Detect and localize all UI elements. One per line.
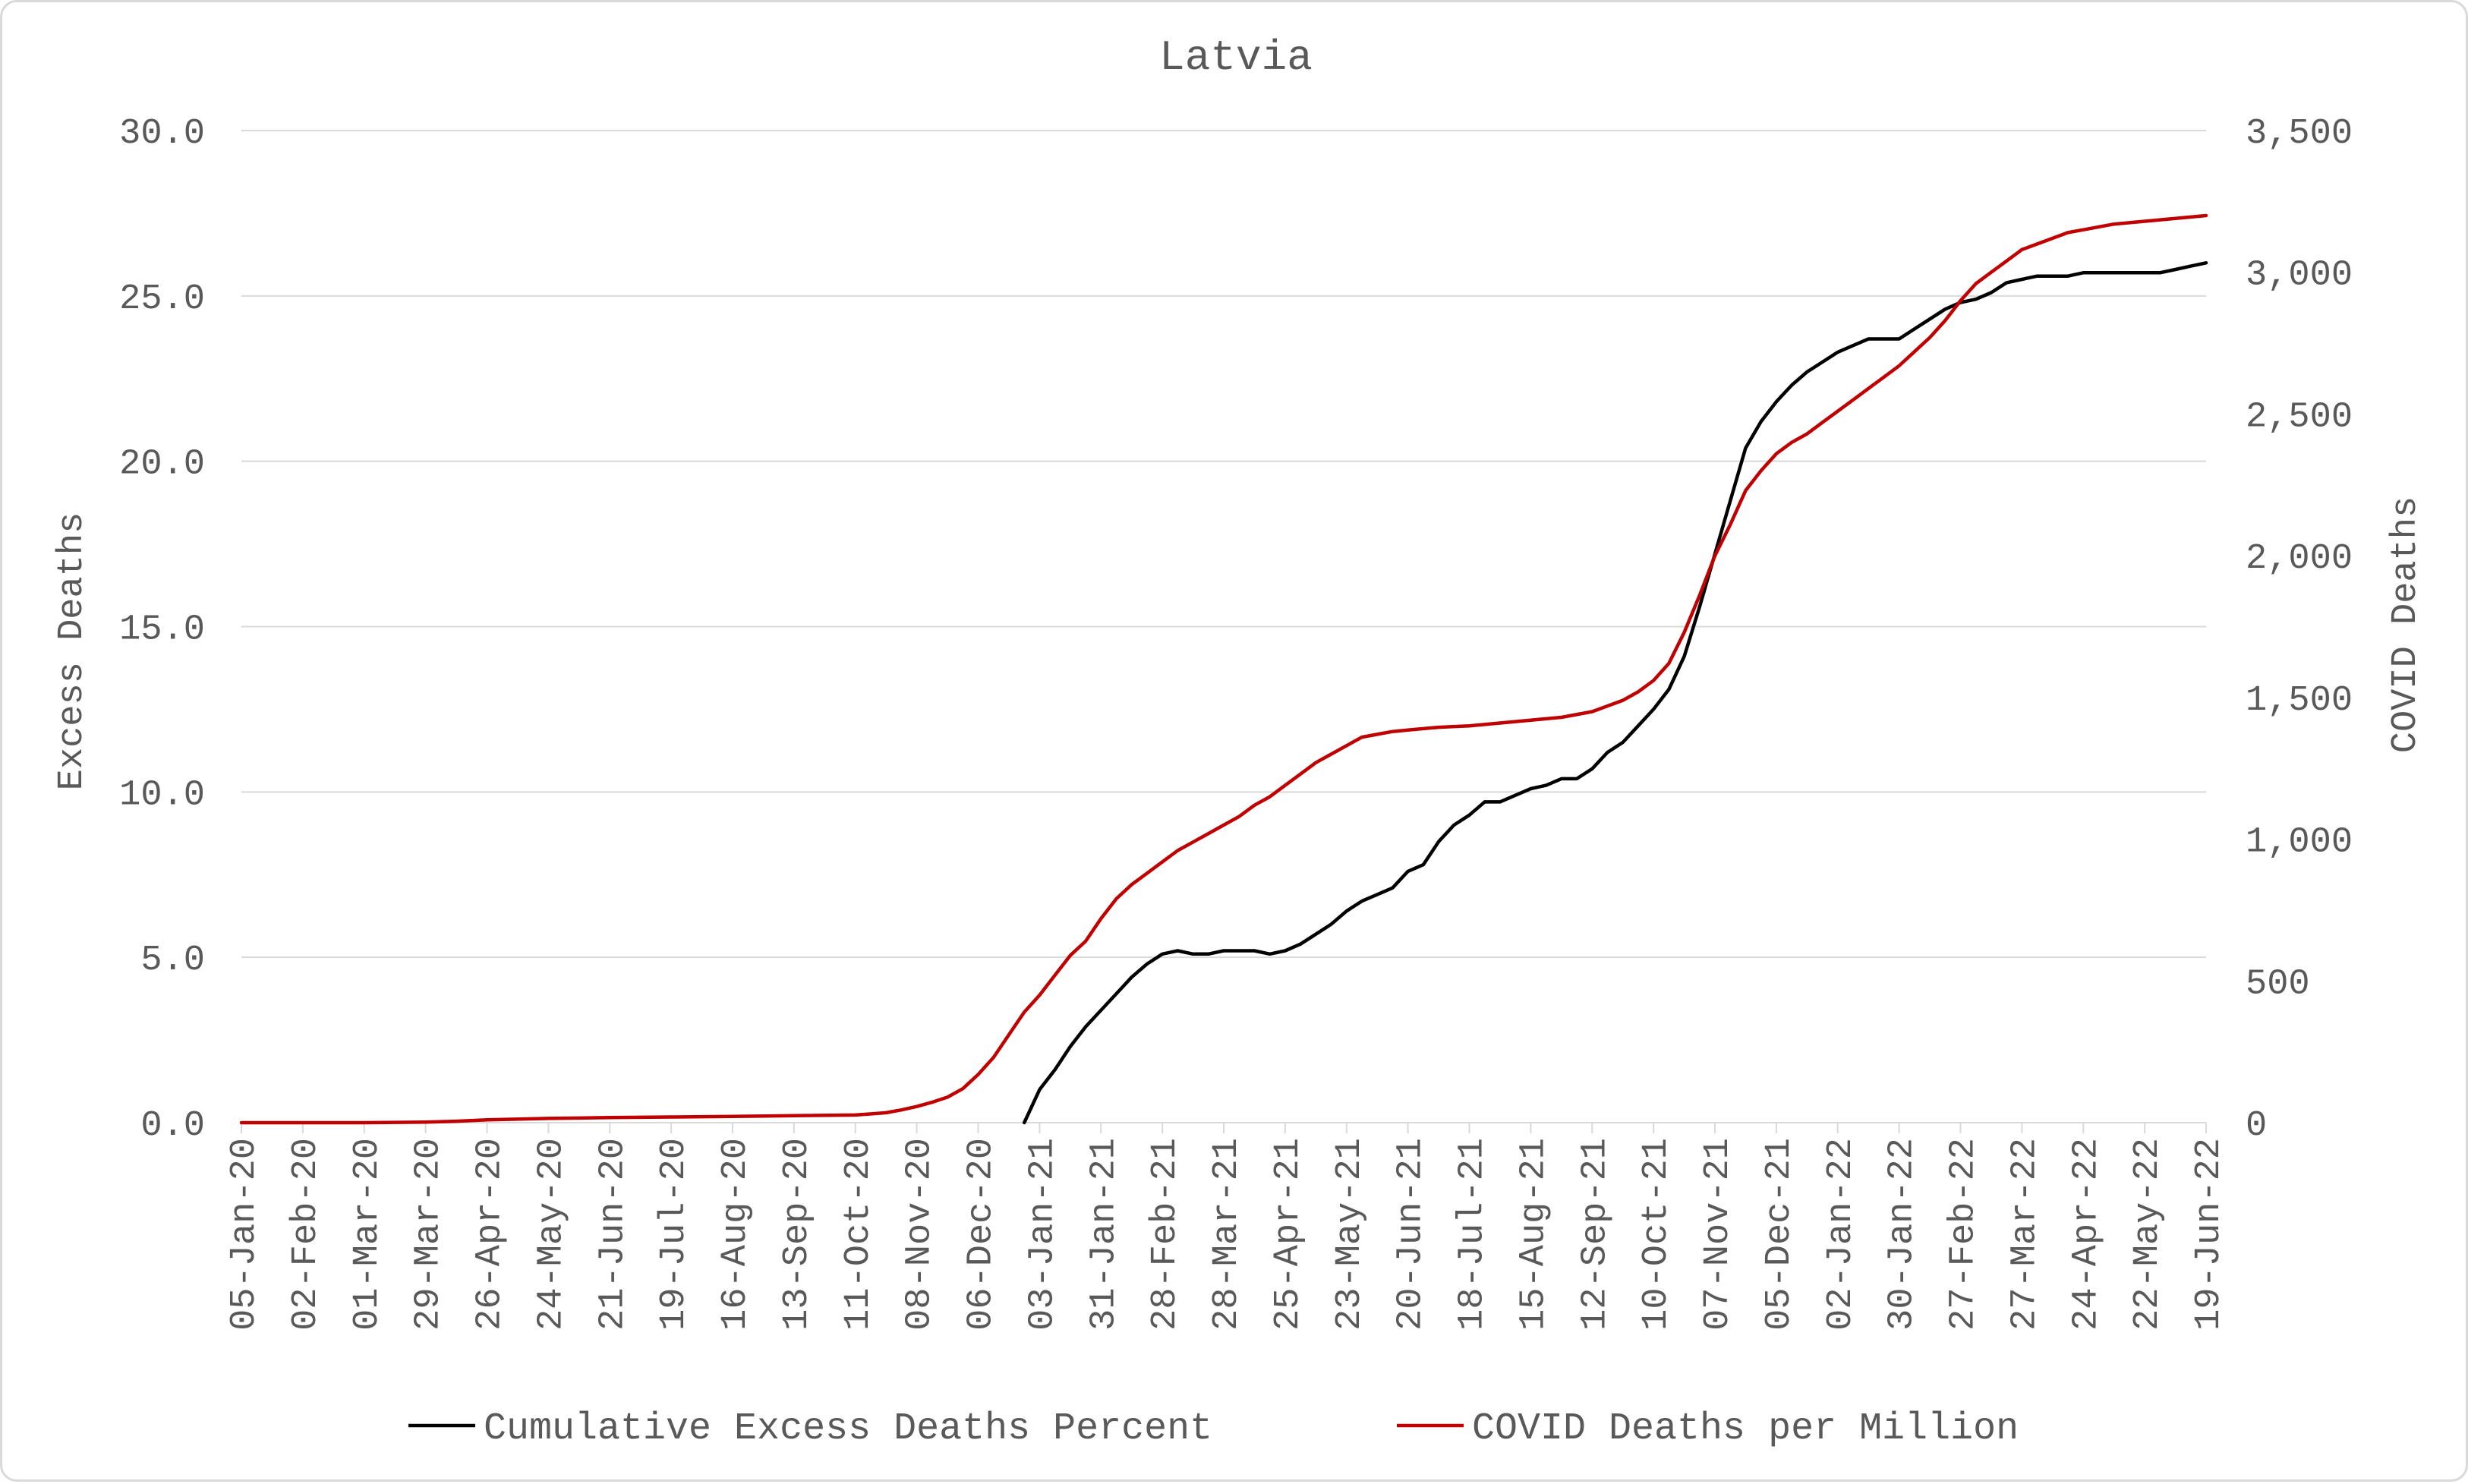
x-tick-label: 23-May-21 bbox=[1330, 1138, 1370, 1331]
x-tick-label: 02-Feb-20 bbox=[286, 1138, 326, 1331]
y-tick-label: 20.0 bbox=[119, 445, 205, 485]
x-tick-label: 12-Sep-21 bbox=[1575, 1138, 1615, 1331]
x-tick-label: 20-Jun-21 bbox=[1392, 1138, 1432, 1331]
x-tick-label: 19-Jun-22 bbox=[2189, 1138, 2230, 1331]
y-tick-label: 15.0 bbox=[119, 610, 205, 651]
legend: Cumulative Excess Deaths Percent COVID De… bbox=[408, 1407, 2019, 1451]
x-tick-label: 10-Oct-21 bbox=[1637, 1138, 1677, 1331]
y2-axis-title: COVID Deaths bbox=[2386, 496, 2426, 753]
y2-tick-label: 3,500 bbox=[2246, 114, 2353, 154]
x-tick-label: 31-Jan-21 bbox=[1084, 1138, 1124, 1331]
y2-tick-label: 1,500 bbox=[2246, 681, 2353, 721]
legend-label: Cumulative Excess Deaths Percent bbox=[484, 1407, 1212, 1451]
x-tick-label: 08-Nov-20 bbox=[900, 1138, 941, 1331]
plot-area bbox=[239, 213, 2208, 1125]
y2-tick-label: 2,000 bbox=[2246, 539, 2353, 579]
x-tick-label: 07-Nov-21 bbox=[1698, 1138, 1738, 1331]
y-axis-labels: 0.0 5.0 10.0 15.0 20.0 25.0 30.0 bbox=[119, 114, 205, 1146]
y2-tick-label: 500 bbox=[2246, 964, 2310, 1004]
y2-axis-labels: 0 500 1,000 1,500 2,000 2,500 3,000 3,500 bbox=[2246, 114, 2353, 1146]
x-tick-label: 21-Jun-20 bbox=[593, 1138, 633, 1331]
x-tick-label: 05-Dec-21 bbox=[1760, 1138, 1800, 1331]
x-tick-label: 24-Apr-22 bbox=[2066, 1138, 2107, 1331]
x-tick-label: 19-Jul-20 bbox=[654, 1138, 695, 1331]
x-tick-label: 06-Dec-20 bbox=[962, 1138, 1002, 1331]
x-tick-label: 28-Feb-21 bbox=[1146, 1138, 1186, 1331]
x-tick-label: 24-May-20 bbox=[531, 1138, 572, 1331]
x-tick-label: 11-Oct-20 bbox=[839, 1138, 879, 1331]
y-tick-label: 25.0 bbox=[119, 279, 205, 320]
y-tick-label: 10.0 bbox=[119, 775, 205, 815]
x-tick-label: 18-Jul-21 bbox=[1453, 1138, 1493, 1331]
y-axis-title: Excess Deaths bbox=[52, 512, 93, 791]
legend-label: COVID Deaths per Million bbox=[1472, 1407, 2019, 1451]
x-tick-label: 27-Mar-22 bbox=[2005, 1138, 2045, 1331]
y-tick-label: 5.0 bbox=[140, 940, 205, 981]
x-tick-label: 13-Sep-20 bbox=[777, 1138, 818, 1331]
x-tick-label: 01-Mar-20 bbox=[348, 1138, 388, 1331]
x-tick-label: 25-Apr-21 bbox=[1269, 1138, 1309, 1331]
y-tick-label: 30.0 bbox=[119, 114, 205, 154]
x-tick-label: 27-Feb-22 bbox=[1944, 1138, 1984, 1331]
gridlines bbox=[241, 130, 2207, 1133]
x-tick-label: 28-Mar-21 bbox=[1207, 1138, 1247, 1331]
series-line-covid-deaths bbox=[239, 213, 2208, 1125]
x-tick-label: 30-Jan-22 bbox=[1883, 1138, 1923, 1331]
x-tick-label: 26-Apr-20 bbox=[471, 1138, 511, 1331]
x-tick-label: 05-Jan-20 bbox=[225, 1138, 265, 1331]
y2-tick-label: 2,500 bbox=[2246, 397, 2353, 437]
chart-title: Latvia bbox=[1159, 33, 1313, 82]
x-tick-label: 16-Aug-20 bbox=[716, 1138, 756, 1331]
x-tick-label: 03-Jan-21 bbox=[1023, 1138, 1063, 1331]
y2-tick-label: 3,000 bbox=[2246, 256, 2353, 296]
series-line-excess-deaths bbox=[1022, 261, 2208, 1125]
x-axis-labels: 05-Jan-20 02-Feb-20 01-Mar-20 29-Mar-20 26-A… bbox=[225, 1138, 2230, 1331]
x-tick-label: 02-Jan-22 bbox=[1821, 1138, 1861, 1331]
y-tick-label: 0.0 bbox=[140, 1106, 205, 1146]
x-tick-label: 29-Mar-20 bbox=[409, 1138, 449, 1331]
y2-tick-label: 0 bbox=[2246, 1106, 2267, 1146]
x-tick-label: 15-Aug-21 bbox=[1514, 1138, 1554, 1331]
y2-tick-label: 1,000 bbox=[2246, 823, 2353, 863]
x-tick-label: 22-May-22 bbox=[2128, 1138, 2168, 1331]
